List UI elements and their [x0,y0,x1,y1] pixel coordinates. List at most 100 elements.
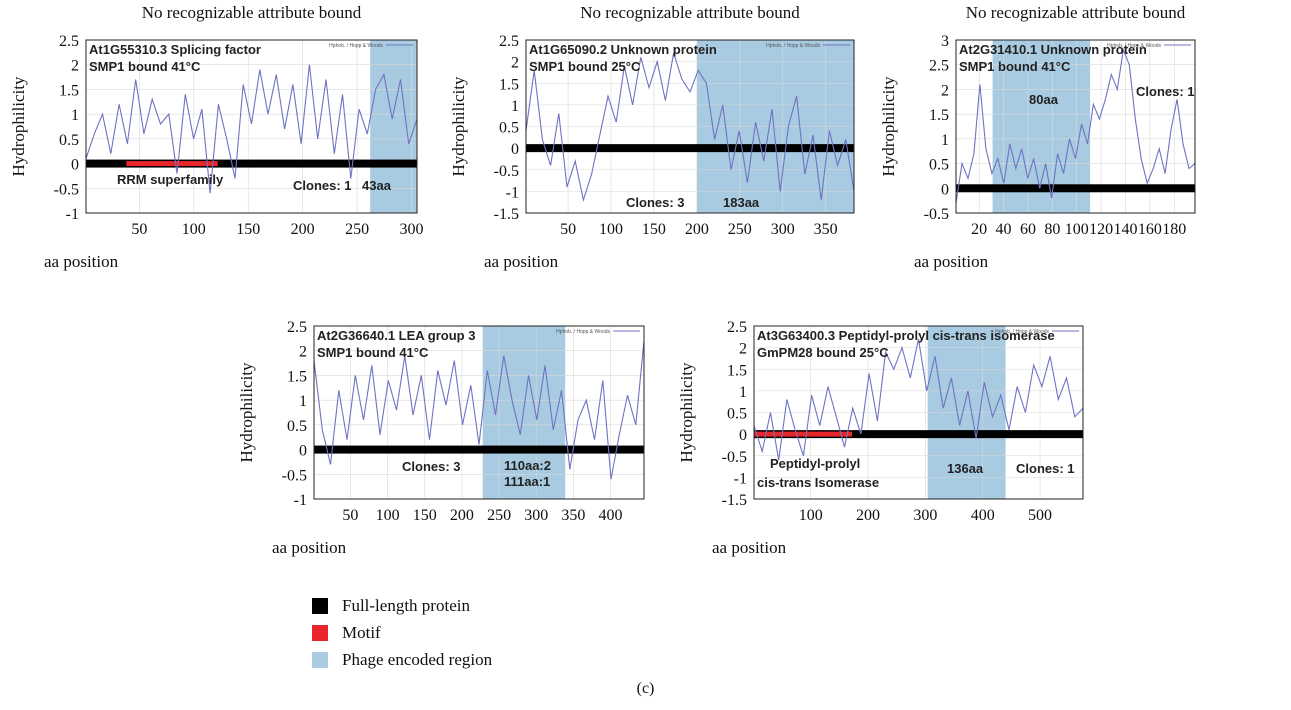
chart-header-line: SMP1 bound 41°C [89,59,201,74]
y-tick-label: 1.5 [727,362,747,379]
x-tick-label: 200 [291,221,315,238]
x-tick-label: 100 [182,221,206,238]
hydrophilicity-line [955,47,1196,204]
chart-header-line: SMP1 bound 41°C [959,59,1071,74]
y-tick-label: 0.5 [287,418,307,435]
legend-item-full-length: Full-length protein [312,592,492,619]
hydrophilicity-line [525,52,855,203]
y-tick-label: 0 [941,181,949,198]
phage-region-label: 43aa [362,178,392,193]
plot-frame [313,325,645,500]
clones-label: Clones: 3 [626,195,685,210]
x-tick-label: 150 [413,507,437,524]
x-tick-label: 200 [450,507,474,524]
y-axis-label: Hydrophilicity [677,362,696,463]
y-tick-label: 0 [71,157,79,174]
x-tick-label: 250 [728,221,752,238]
phage-region [992,40,1091,213]
hydrophilicity-line [313,340,645,480]
y-tick-label: 0 [299,443,307,460]
x-tick-label: 200 [856,507,880,524]
x-tick-label: 400 [971,507,995,524]
y-tick-label: 1.5 [287,368,307,385]
y-tick-label: -1.5 [494,206,519,223]
x-tick-label: 100 [376,507,400,524]
y-tick-label: 0.5 [59,132,79,149]
figure: -1-0.500.511.522.550 100 150 200 250 300Hydro… [9,3,1196,557]
y-axis-label: Hydrophilicity [237,362,256,463]
y-tick-label: -0.5 [282,467,307,484]
phage-region-label: 111aa:1 [504,474,550,489]
panel-label: (c) [636,680,655,697]
x-tick-label: 50 [131,221,147,238]
plot-frame [85,39,418,214]
y-tick-label: 1.5 [499,76,519,93]
x-tick-label: 50 [342,507,358,524]
y-tick-label: 1 [739,384,747,401]
x-tick-label: 100 [1065,221,1089,238]
y-tick-label: -0.5 [722,449,747,466]
motif-label: cis-trans Isomerase [757,475,879,490]
series-legend-label: Hphob. / Hopp & Woods [766,43,820,49]
x-tick-label: 300 [524,507,548,524]
phage-region-label: 80aa [1029,92,1059,107]
protein-bar [86,159,417,168]
legend-label-phage: Phage encoded region [342,649,493,669]
y-axis-label: Hydrophilicity [879,76,898,177]
chart-header-line: SMP1 bound 25°C [529,59,641,74]
chart-header-line: At1G65090.2 Unknown protein [529,42,717,57]
x-tick-label: 50 [560,221,576,238]
series-legend-label: Hphob. / Hopp & Woods [556,329,610,335]
chart-header-line: At2G31410.1 Unknown protein [959,42,1147,57]
x-tick-label: 160 [1138,221,1162,238]
clones-label: Clones: 3 [402,459,461,474]
x-tick-label: 150 [642,221,666,238]
chart-title: No recognizable attribute bound [142,3,362,22]
plot-area [86,40,417,213]
y-tick-label: 0.5 [929,157,949,174]
y-tick-label: 3 [941,33,949,50]
y-tick-label: -1.5 [722,492,747,509]
phage-region [370,40,417,213]
motif-bar-0 [754,431,853,437]
legend-swatch-phage [312,651,328,668]
x-tick-label: 80 [1044,221,1060,238]
plot-frame [955,39,1196,214]
x-tick-label: 350 [814,221,838,238]
x-axis-label: aa position [712,538,787,557]
x-tick-label: 400 [599,507,623,524]
legend-label-motif: Motif [342,622,381,642]
chart-header-line: GmPM28 bound 25°C [757,345,889,360]
y-tick-label: 0.5 [499,120,519,137]
protein-bar [526,144,854,153]
x-tick-label: 100 [599,221,623,238]
x-tick-label: 200 [685,221,709,238]
chart-header-line: At3G63400.3 Peptidyl-prolyl cis-trans is… [757,328,1055,343]
plot-frame [753,325,1084,500]
x-tick-label: 120 [1089,221,1113,238]
chart-title: No recognizable attribute bound [580,3,800,22]
x-tick-label: 250 [345,221,369,238]
y-tick-label: 0 [511,141,519,158]
chart-1: -1 -0.5 0 0.5 1 1.5 2 2.5 50 100 150 200 250 300 Hydro… [9,3,424,271]
y-tick-label: 2.5 [287,319,307,336]
y-tick-label: 2.5 [499,33,519,50]
legend-label-full-length: Full-length protein [342,595,470,615]
hydrophilicity-line [85,64,418,194]
motif-bar-0 [126,161,218,167]
x-tick-label: 250 [487,507,511,524]
y-tick-label: -0.5 [924,206,949,223]
chart-3: -0.5 0 0.5 1 1.5 2 2.5 3 20 40 60 80 100 120 140 160 180… [879,3,1196,271]
legend-item-phage: Phage encoded region [312,646,492,673]
y-tick-label: -1 [506,184,519,201]
x-tick-label: 300 [913,507,937,524]
protein-bar [956,184,1195,193]
x-tick-label: 40 [996,221,1012,238]
y-tick-label: 2 [739,341,747,358]
clones-label: Clones: 1 [1136,84,1195,99]
y-axis-label: Hydrophilicity [9,76,28,177]
phage-region-label: 110aa:2 [504,458,551,473]
x-tick-label: 180 [1162,221,1186,238]
chart-header-line: At2G36640.1 LEA group 3 [317,328,475,343]
x-tick-label: 60 [1020,221,1036,238]
